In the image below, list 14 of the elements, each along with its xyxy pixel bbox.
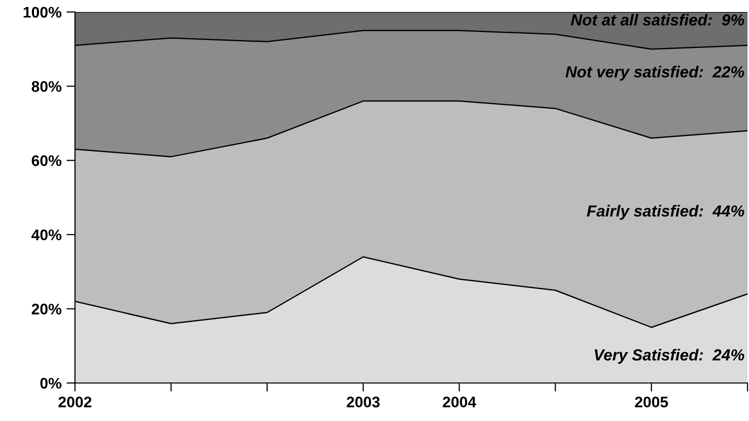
annotation: Not very satisfied: 22%	[566, 66, 744, 81]
annotation: Not at all satisfied: 9%	[570, 14, 744, 26]
y-tick-label: 100%	[24, 6, 62, 18]
x-tick-label: 2005	[634, 396, 668, 408]
y-tick-label: 0%	[40, 378, 62, 389]
x-tick-label: 2003	[346, 396, 380, 408]
y-tick-label: 40%	[31, 229, 62, 240]
y-tick-label: 20%	[32, 304, 62, 314]
annotation: Fairly satisfied: 44%	[586, 204, 744, 220]
y-tick-label: 80%	[32, 81, 62, 92]
x-tick-label: 2004	[442, 396, 476, 408]
x-tick-label: 2002	[58, 396, 92, 408]
annotation: Very Satisfied: 24%	[594, 348, 744, 364]
y-tick-label: 60%	[32, 155, 62, 166]
